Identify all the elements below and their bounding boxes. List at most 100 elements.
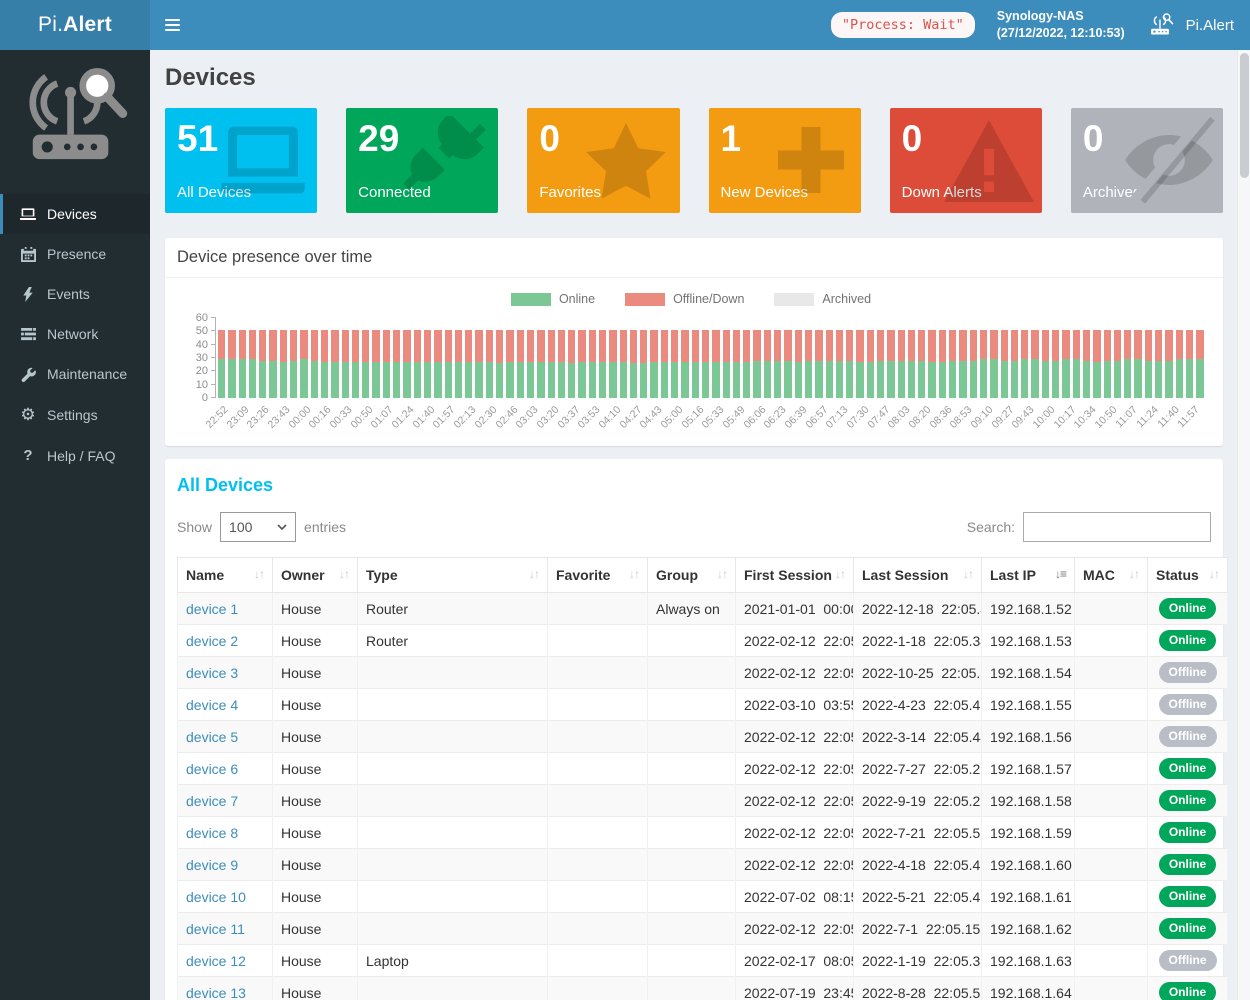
legend-item-archived[interactable]: Archived <box>774 292 871 306</box>
stacked-bar <box>825 330 833 398</box>
column-header-mac[interactable]: MAC ↓↑ <box>1074 557 1148 593</box>
column-header-first-session[interactable]: First Session ↓↑ <box>735 557 854 593</box>
bar-segment-offline <box>1113 330 1122 361</box>
device-link[interactable]: device 5 <box>186 728 239 745</box>
stacked-bar <box>1185 330 1194 398</box>
cell-name: device 10 <box>177 880 273 913</box>
cell-status: Online <box>1147 784 1228 817</box>
device-link[interactable]: device 1 <box>186 600 239 617</box>
device-link[interactable]: device 7 <box>186 792 239 809</box>
stacked-bar <box>959 330 967 398</box>
bar-segment-offline <box>1165 330 1173 361</box>
bar-segment-online <box>290 360 298 398</box>
bar-segment-offline <box>660 330 669 362</box>
legend-item-offline-down[interactable]: Offline/Down <box>625 292 744 306</box>
bar-segment-online <box>413 362 421 398</box>
device-link[interactable]: device 13 <box>186 984 246 1000</box>
column-header-name[interactable]: Name ↓↑ <box>177 557 273 593</box>
cell-status: Online <box>1147 912 1228 945</box>
sort-icon: ↓↑ <box>254 567 265 581</box>
stacked-bar <box>588 330 596 398</box>
sidebar-item-help[interactable]: ? Help / FAQ <box>0 435 150 476</box>
bar-segment-offline <box>557 330 566 362</box>
cell-mac <box>1074 944 1148 977</box>
cell-type: Laptop <box>357 944 548 977</box>
column-header-status[interactable]: Status ↓↑ <box>1147 557 1228 593</box>
bar-segment-offline <box>979 330 988 360</box>
card-new-devices[interactable]: 1 New Devices <box>708 108 861 213</box>
legend-item-online[interactable]: Online <box>510 292 595 306</box>
column-header-favorite[interactable]: Favorite ↓↑ <box>547 557 648 593</box>
page-length-select[interactable]: 100 <box>220 512 297 542</box>
cell-last-session: 2022-4-23 22:05.49 <box>853 688 982 721</box>
device-link[interactable]: device 11 <box>186 920 245 937</box>
search-input[interactable] <box>1023 512 1211 542</box>
app-logo[interactable]: Pi. Alert <box>0 0 150 50</box>
sidebar-item-events[interactable]: Events <box>0 274 150 314</box>
card-all-devices[interactable]: 51 All Devices <box>165 108 318 213</box>
device-link[interactable]: device 10 <box>186 888 246 905</box>
y-axis-tick-label: 40 <box>195 338 208 351</box>
cell-first-session: 2022-02-12 22:05 <box>735 848 854 881</box>
stacked-bar <box>701 330 710 398</box>
device-link[interactable]: device 6 <box>186 760 239 777</box>
bar-segment-online <box>454 362 463 398</box>
stacked-bar <box>1134 330 1142 398</box>
device-link[interactable]: device 9 <box>186 856 239 873</box>
column-header-type[interactable]: Type ↓↑ <box>357 557 548 593</box>
bar-segment-online <box>856 362 864 398</box>
device-link[interactable]: device 3 <box>186 664 239 681</box>
sidebar-item-maintenance[interactable]: Maintenance <box>0 354 150 394</box>
cell-status: Online <box>1147 976 1228 1000</box>
scrollbar-thumb[interactable] <box>1240 53 1249 178</box>
cell-name: device 3 <box>177 656 273 689</box>
card-down-alerts[interactable]: 0 Down Alerts <box>889 108 1042 213</box>
bar-segment-offline <box>784 330 792 361</box>
device-link[interactable]: device 8 <box>186 824 239 841</box>
device-link[interactable]: device 2 <box>186 632 239 649</box>
bar-segment-online <box>537 362 545 398</box>
sidebar-toggle-icon[interactable] <box>150 0 195 50</box>
cell-group <box>647 880 736 913</box>
column-label: Last IP <box>990 567 1036 583</box>
cell-name: device 5 <box>177 720 273 753</box>
column-header-last-session[interactable]: Last Session ↓↑ <box>853 557 982 593</box>
card-favorites[interactable]: 0 Favorites <box>527 108 680 213</box>
device-link[interactable]: device 12 <box>186 952 246 969</box>
bar-segment-offline <box>578 330 586 362</box>
column-header-last-ip[interactable]: Last IP ↓≡ <box>981 557 1075 593</box>
bar-segment-online <box>475 362 483 398</box>
sidebar-item-presence[interactable]: Presence <box>0 234 150 274</box>
device-link[interactable]: device 4 <box>186 696 239 713</box>
column-header-owner[interactable]: Owner ↓↑ <box>272 557 358 593</box>
column-header-group[interactable]: Group ↓↑ <box>647 557 736 593</box>
y-axis-tick <box>211 343 216 345</box>
summary-cards: 51 All Devices 29 Connected 0 Favorites … <box>165 108 1223 213</box>
bar-segment-online <box>547 362 555 398</box>
main-content: Devices 51 All Devices 29 Connected 0 Fa… <box>150 50 1238 1000</box>
bar-segment-offline <box>990 330 998 360</box>
bar-segment-online <box>907 360 916 398</box>
bar-segment-online <box>248 359 257 398</box>
laptop-icon <box>221 126 305 194</box>
sidebar-item-network[interactable]: Network <box>0 314 150 354</box>
vertical-scrollbar[interactable] <box>1237 50 1250 1000</box>
cell-status: Offline <box>1147 720 1228 753</box>
sidebar-item-devices[interactable]: Devices <box>0 194 150 234</box>
stacked-bar <box>290 330 298 398</box>
y-axis-tick <box>211 317 216 318</box>
sidebar-item-label: Presence <box>47 246 107 262</box>
stacked-bar <box>351 330 360 398</box>
sidebar-item-settings[interactable]: ⚙ Settings <box>0 394 150 435</box>
card-connected[interactable]: 29 Connected <box>346 108 499 213</box>
bar-segment-online <box>578 362 586 398</box>
sort-icon: ↓↑ <box>1209 567 1220 581</box>
card-archived[interactable]: 0 Archived <box>1070 108 1223 213</box>
y-axis-tick-label: 60 <box>195 312 208 324</box>
card-value: 0 <box>539 118 560 159</box>
bar-segment-online <box>897 360 905 398</box>
brand-suffix: Alert <box>63 13 112 36</box>
bar-segment-online <box>1196 359 1204 398</box>
header-brand[interactable]: Pi.Alert <box>1147 12 1234 38</box>
status-badge: Online <box>1158 886 1217 907</box>
